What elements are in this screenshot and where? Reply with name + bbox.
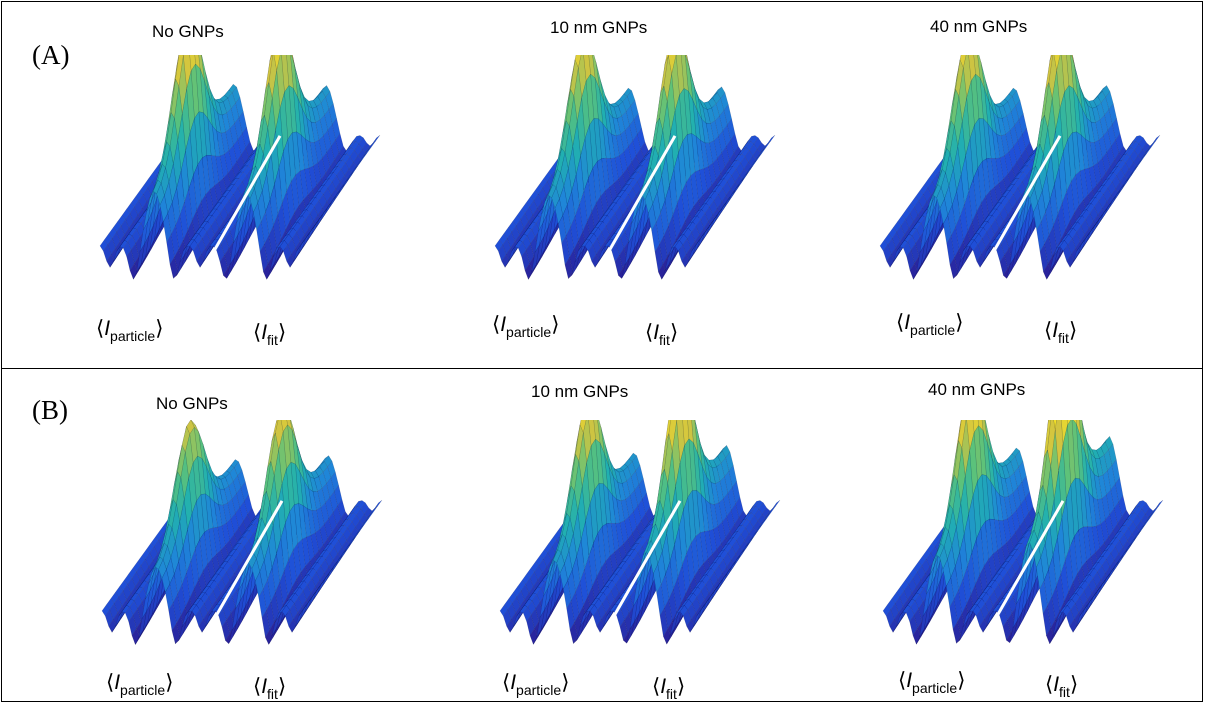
surface-patch [273, 55, 281, 71]
surface-patch [356, 524, 365, 535]
surface-patch [1053, 55, 1061, 71]
surface-patch [763, 512, 772, 522]
surface-patch [1116, 184, 1125, 195]
surface-patch [298, 604, 307, 617]
surface-patch [1076, 239, 1085, 252]
surface-patch [269, 55, 273, 61]
fit-label-a2: ⟨Ifit⟩ [645, 321, 679, 348]
surface-patch [735, 178, 745, 189]
surface-patch [182, 55, 184, 57]
surface-patch [1112, 190, 1121, 201]
surface-patch [271, 420, 279, 441]
surface-separator [978, 135, 1062, 277]
surface-patch [1107, 196, 1116, 208]
surface-patch [374, 499, 383, 510]
surface-patch [365, 512, 374, 522]
panel-label-b: (B) [32, 395, 68, 425]
surface-patch [1134, 159, 1143, 170]
surface-patch [340, 178, 350, 189]
surface-patch [691, 239, 700, 252]
surface-patch [1098, 208, 1107, 220]
condition-title-a1: No GNPs [152, 22, 224, 41]
surface-patch [740, 171, 749, 182]
particle-label-a3: ⟨Iparticle⟩ [896, 311, 964, 338]
surface-plot-a1 [99, 55, 381, 280]
condition-title-b2: 10 nm GNPs [531, 382, 629, 401]
surface-patch [320, 573, 329, 585]
surface-patch [345, 171, 354, 182]
surface-patch [372, 134, 381, 145]
surface-patch [363, 147, 372, 157]
surface-patch [749, 159, 758, 170]
surface-separator [593, 135, 677, 277]
surface-plot-b2 [499, 420, 781, 645]
surface-patch [296, 239, 305, 252]
surface-patch [332, 190, 341, 201]
surface-patch [354, 159, 363, 170]
surface-patch [318, 208, 327, 220]
surface-patch [1125, 171, 1134, 182]
panel-label-a: (A) [32, 40, 70, 70]
surface-plot-a2 [494, 55, 776, 280]
surface-plot-a3 [879, 55, 1161, 280]
surface-patch [718, 202, 727, 214]
surface-patch [172, 55, 180, 96]
fit-label-a3: ⟨Ifit⟩ [1044, 319, 1078, 346]
surface-patch [323, 202, 332, 214]
condition-title-a2: 10 nm GNPs [550, 18, 648, 37]
surface-patch [265, 55, 274, 90]
surface-separator [200, 500, 284, 642]
surface-patch [1152, 134, 1161, 145]
surface-patch [336, 184, 345, 195]
surface-patch [713, 208, 722, 220]
surface-patch [772, 499, 781, 510]
fit-label-a1: ⟨Ifit⟩ [253, 321, 287, 348]
surface-plot-b1 [101, 420, 383, 646]
surface-patch [342, 543, 352, 554]
surface-patch [731, 184, 740, 195]
surface-patch [736, 549, 745, 560]
surface-patch [1143, 147, 1152, 157]
surface-patch [745, 536, 754, 547]
surface-patch [334, 555, 343, 566]
surface-patch [338, 549, 347, 560]
surface-patch [664, 55, 669, 65]
surface-patch [767, 134, 776, 145]
surface-patch [727, 190, 736, 201]
condition-title-b3: 40 nm GNPs [928, 380, 1026, 399]
surface-patch [327, 196, 336, 208]
surface-patch [740, 543, 750, 554]
particle-label-a1: ⟨Iparticle⟩ [96, 317, 164, 344]
surface-patch [325, 567, 334, 579]
surface-patch [329, 561, 338, 573]
surface-patch [1120, 178, 1130, 189]
surface-patch [758, 147, 767, 157]
surface-patch [347, 536, 356, 547]
surface-patch [1049, 55, 1053, 61]
particle-label-a2: ⟨Iparticle⟩ [492, 313, 560, 340]
panel-divider [1, 368, 1203, 369]
surface-patch [1103, 202, 1112, 214]
surface-patch [722, 196, 731, 208]
surface-separator [198, 135, 282, 277]
surface-patch [732, 555, 741, 566]
condition-title-a3: 40 nm GNPs [930, 17, 1028, 36]
surface-patch [1045, 55, 1054, 90]
surface-patch [754, 524, 763, 535]
condition-title-b1: No GNPs [156, 394, 228, 413]
